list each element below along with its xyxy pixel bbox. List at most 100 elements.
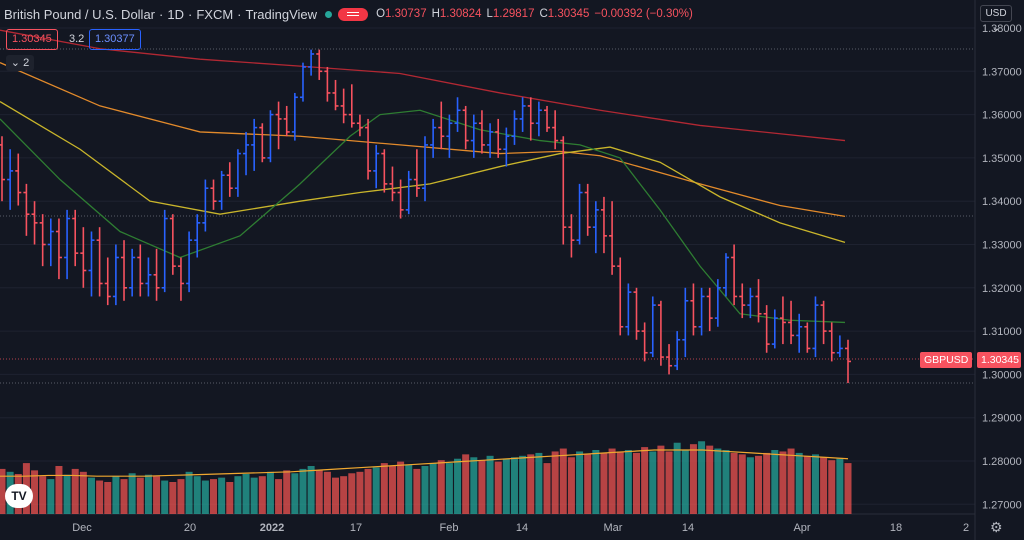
- volume-bar: [689, 444, 697, 514]
- volume-bar: [250, 477, 258, 514]
- volume-bar: [96, 480, 104, 514]
- ma-orange-line: [0, 62, 846, 217]
- volume-bar: [185, 471, 193, 514]
- volume-bar: [291, 473, 299, 514]
- ma-yellow-line: [0, 101, 846, 243]
- exchange-label: FXCM: [196, 6, 234, 22]
- y-tick-label: 1.36000: [982, 110, 1022, 122]
- volume-bar: [136, 477, 144, 514]
- volume-bar: [811, 454, 819, 514]
- x-tick-label: 14: [682, 522, 694, 534]
- currency-selector[interactable]: USD ⌄: [980, 5, 1012, 34]
- volume-bar: [494, 461, 502, 514]
- volume-bar: [388, 466, 396, 514]
- volume-bar: [828, 460, 836, 514]
- ohlc-value-3: 1.30345: [547, 8, 590, 20]
- ohlc-label-2: L: [486, 8, 493, 20]
- x-tick-label: 2: [963, 522, 969, 534]
- volume-bar: [283, 470, 291, 514]
- volume-bar: [820, 457, 828, 514]
- y-tick-label: 1.30000: [982, 369, 1022, 381]
- visibility-toggle-icon[interactable]: [338, 7, 369, 21]
- ohlc-value-2: 1.29817: [492, 8, 535, 20]
- volume-bar: [0, 468, 6, 514]
- symbol-title[interactable]: British Pound / U.S. Dollar: [4, 6, 156, 22]
- volume-bar: [592, 450, 600, 514]
- ma-red-line: [0, 29, 846, 142]
- volume-bar: [470, 457, 478, 514]
- volume-bar: [462, 454, 470, 514]
- ohlc-readout: O1.30737 H1.30824 L1.29817 C1.30345 −0.00392…: [376, 8, 698, 20]
- volume-bar: [193, 476, 201, 514]
- volume-bar: [478, 460, 486, 514]
- y-tick-label: 1.28000: [982, 456, 1022, 468]
- volume-bar: [657, 445, 665, 514]
- volume-bar: [527, 454, 535, 514]
- volume-bar: [844, 463, 852, 514]
- volume-bar: [380, 463, 388, 514]
- volume-bar: [543, 463, 551, 514]
- source-label: TradingView: [245, 6, 318, 22]
- y-tick-label: 1.33000: [982, 240, 1022, 252]
- volume-bar: [340, 476, 348, 514]
- tradingview-logo-icon[interactable]: TV: [5, 484, 33, 508]
- market-status-icon: [325, 10, 333, 18]
- volume-bar: [104, 482, 112, 514]
- volume-bar: [437, 460, 445, 514]
- ohlc-label-3: C: [539, 8, 548, 20]
- ohlc-label-1: H: [431, 8, 440, 20]
- y-tick-label: 1.34000: [982, 196, 1022, 208]
- x-tick-label: 18: [890, 522, 902, 534]
- volume-bar: [112, 476, 120, 514]
- ohlc-value-4: −0.00392 (−0.30%): [594, 8, 693, 20]
- x-tick-label: 20: [184, 522, 196, 534]
- volume-bar: [649, 451, 657, 514]
- sell-price-button[interactable]: 1.30345: [6, 29, 58, 50]
- volume-bar: [31, 470, 39, 514]
- volume-bar: [698, 441, 706, 514]
- volume-bar: [210, 479, 217, 514]
- volume-bar: [55, 466, 63, 514]
- chart-header: British Pound / U.S. Dollar · 1D · FXCM · T…: [4, 5, 698, 23]
- volume-bar: [600, 452, 608, 514]
- volume-bar: [771, 450, 779, 514]
- volume-bar: [63, 474, 71, 514]
- volume-bar: [746, 457, 754, 514]
- volume-bar: [779, 451, 787, 514]
- indicators-collapse-button[interactable]: ⌄ 2: [6, 55, 34, 71]
- y-tick-label: 1.35000: [982, 153, 1022, 165]
- volume-bar: [608, 448, 616, 514]
- volume-bar: [413, 468, 421, 514]
- volume-bar: [795, 452, 803, 514]
- gear-icon[interactable]: ⚙: [990, 519, 1003, 535]
- buy-price-button[interactable]: 1.30377: [89, 29, 141, 50]
- volume-ma-line: [0, 449, 849, 477]
- y-tick-label: 1.32000: [982, 283, 1022, 295]
- volume-bar: [567, 457, 575, 514]
- volume-bar: [39, 476, 47, 514]
- volume-bar: [226, 482, 234, 514]
- volume-bar: [429, 463, 437, 514]
- ohlc-label-0: O: [376, 8, 386, 20]
- volume-bar: [454, 458, 462, 514]
- volume-bar: [722, 450, 730, 514]
- volume-bar: [730, 452, 738, 514]
- volume-bar: [616, 451, 624, 514]
- y-tick-label: 1.27000: [982, 499, 1022, 511]
- volume-bar: [234, 476, 242, 514]
- volume-bar: [738, 454, 746, 514]
- volume-bar: [803, 455, 811, 514]
- interval-label[interactable]: 1D: [167, 6, 184, 22]
- volume-bar: [486, 455, 494, 514]
- volume-bar: [169, 482, 177, 514]
- volume-bar: [576, 451, 584, 514]
- volume-bar: [763, 452, 771, 514]
- y-tick-label: 1.37000: [982, 66, 1022, 78]
- volume-bar: [502, 458, 510, 514]
- volume-bar: [128, 473, 136, 514]
- volume-bar: [307, 466, 315, 514]
- volume-bar: [445, 463, 453, 514]
- ohlc-value-0: 1.30737: [385, 8, 427, 20]
- y-tick-label: 1.31000: [982, 326, 1022, 338]
